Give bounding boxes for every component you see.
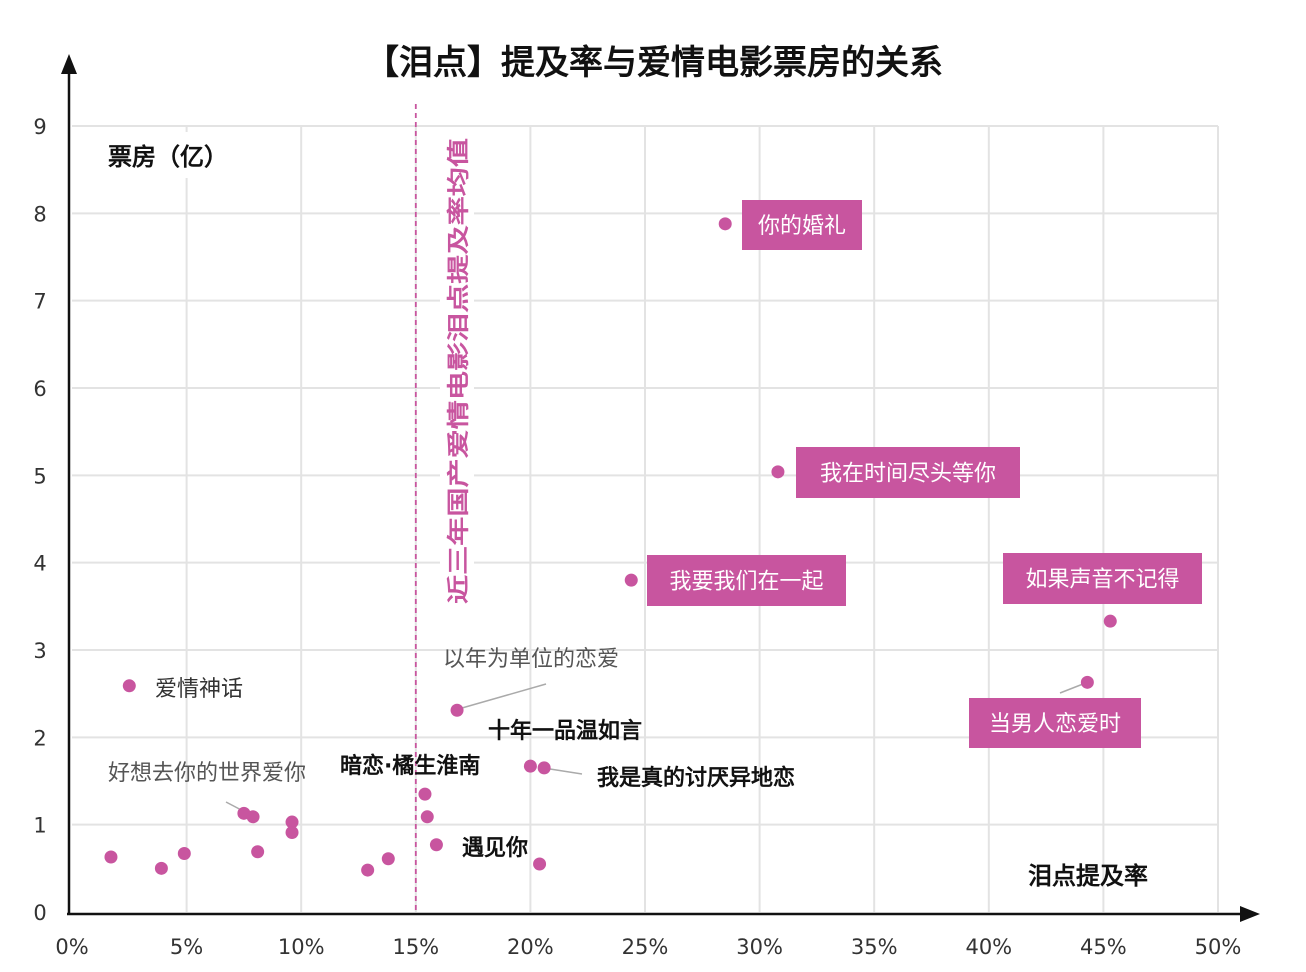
data-point <box>285 826 299 840</box>
chart-title: 【泪点】提及率与爱情电影票房的关系 <box>365 43 943 83</box>
data-point <box>450 703 464 717</box>
leader-line <box>461 683 547 709</box>
point-label-box <box>1003 553 1202 604</box>
point-label-box <box>647 555 846 606</box>
x-tick-label: 5% <box>170 935 203 959</box>
data-point <box>420 810 434 824</box>
x-axis-arrow <box>1240 906 1260 922</box>
data-point <box>154 861 168 875</box>
data-point <box>285 815 299 829</box>
x-tick-label: 10% <box>278 935 325 959</box>
data-point <box>1080 675 1094 689</box>
y-tick-label: 8 <box>33 202 46 226</box>
leader-line <box>549 768 583 775</box>
y-axis-label: 票房（亿） <box>108 143 228 171</box>
data-point <box>523 759 537 773</box>
leader-line <box>1059 683 1084 694</box>
y-tick-label: 4 <box>33 552 46 576</box>
data-point <box>533 857 547 871</box>
y-tick-label: 5 <box>33 464 46 488</box>
leader-lines <box>225 683 1084 814</box>
point-label: 如果声音不记得 <box>1025 568 1179 593</box>
mean-line-label: 近三年国产爱情电影泪点提及率均值 <box>446 138 472 604</box>
y-tick-label: 2 <box>33 726 46 750</box>
point-label: 我要我们在一起 <box>669 570 823 595</box>
data-point <box>361 863 375 877</box>
data-point <box>537 761 551 775</box>
x-tick-label: 35% <box>851 935 898 959</box>
data-point <box>251 845 265 859</box>
y-tick-label: 9 <box>33 115 46 139</box>
x-axis-label: 泪点提及率 <box>1028 862 1148 890</box>
data-point <box>177 846 191 860</box>
point-label: 你的婚礼 <box>758 214 846 239</box>
y-tick-label: 6 <box>33 377 46 401</box>
point-label-box <box>969 698 1141 748</box>
x-tick-label: 25% <box>622 935 669 959</box>
point-label: 好想去你的世界爱你 <box>108 761 306 786</box>
data-point <box>429 838 443 852</box>
point-label-box <box>742 200 862 250</box>
data-point <box>104 850 118 864</box>
tick-labels: 0% 5% 10% 15% 20% 25% 30% 35% 40% 45% 50% 0 1 2 3 4 5 6 7 8… <box>33 115 1241 959</box>
data-point <box>246 810 260 824</box>
x-tick-label: 50% <box>1195 935 1242 959</box>
y-tick-label: 0 <box>33 901 46 925</box>
y-label-bg <box>96 132 276 178</box>
data-point <box>718 217 732 231</box>
point-label: 我是真的讨厌异地恋 <box>597 765 795 791</box>
point-label-box <box>796 447 1020 498</box>
point-label: 十年一品温如言 <box>488 718 642 744</box>
point-label: 暗恋·橘生淮南 <box>340 753 480 779</box>
y-tick-label: 7 <box>33 290 46 314</box>
points <box>104 217 1117 877</box>
axes <box>61 54 1260 922</box>
point-label: 遇见你 <box>462 836 528 861</box>
x-tick-label: 0% <box>55 935 88 959</box>
x-tick-label: 15% <box>392 935 439 959</box>
y-tick-label: 3 <box>33 639 46 663</box>
data-point <box>418 787 432 801</box>
point-label: 我在时间尽头等你 <box>820 462 996 487</box>
data-point <box>624 573 638 587</box>
data-point <box>771 465 785 479</box>
point-label: 以年为单位的恋爱 <box>443 647 619 672</box>
x-tick-label: 40% <box>965 935 1012 959</box>
y-tick-label: 1 <box>33 814 46 838</box>
data-point <box>122 679 136 693</box>
data-point <box>381 852 395 866</box>
x-tick-label: 30% <box>736 935 783 959</box>
x-tick-label: 45% <box>1080 935 1127 959</box>
y-axis-arrow <box>61 54 77 74</box>
grid <box>72 125 1219 912</box>
mean-label-bg <box>440 136 474 608</box>
data-point <box>1103 614 1117 628</box>
point-label: 爱情神话 <box>155 677 243 702</box>
x-tick-label: 20% <box>507 935 554 959</box>
point-label: 当男人恋爱时 <box>989 712 1121 737</box>
